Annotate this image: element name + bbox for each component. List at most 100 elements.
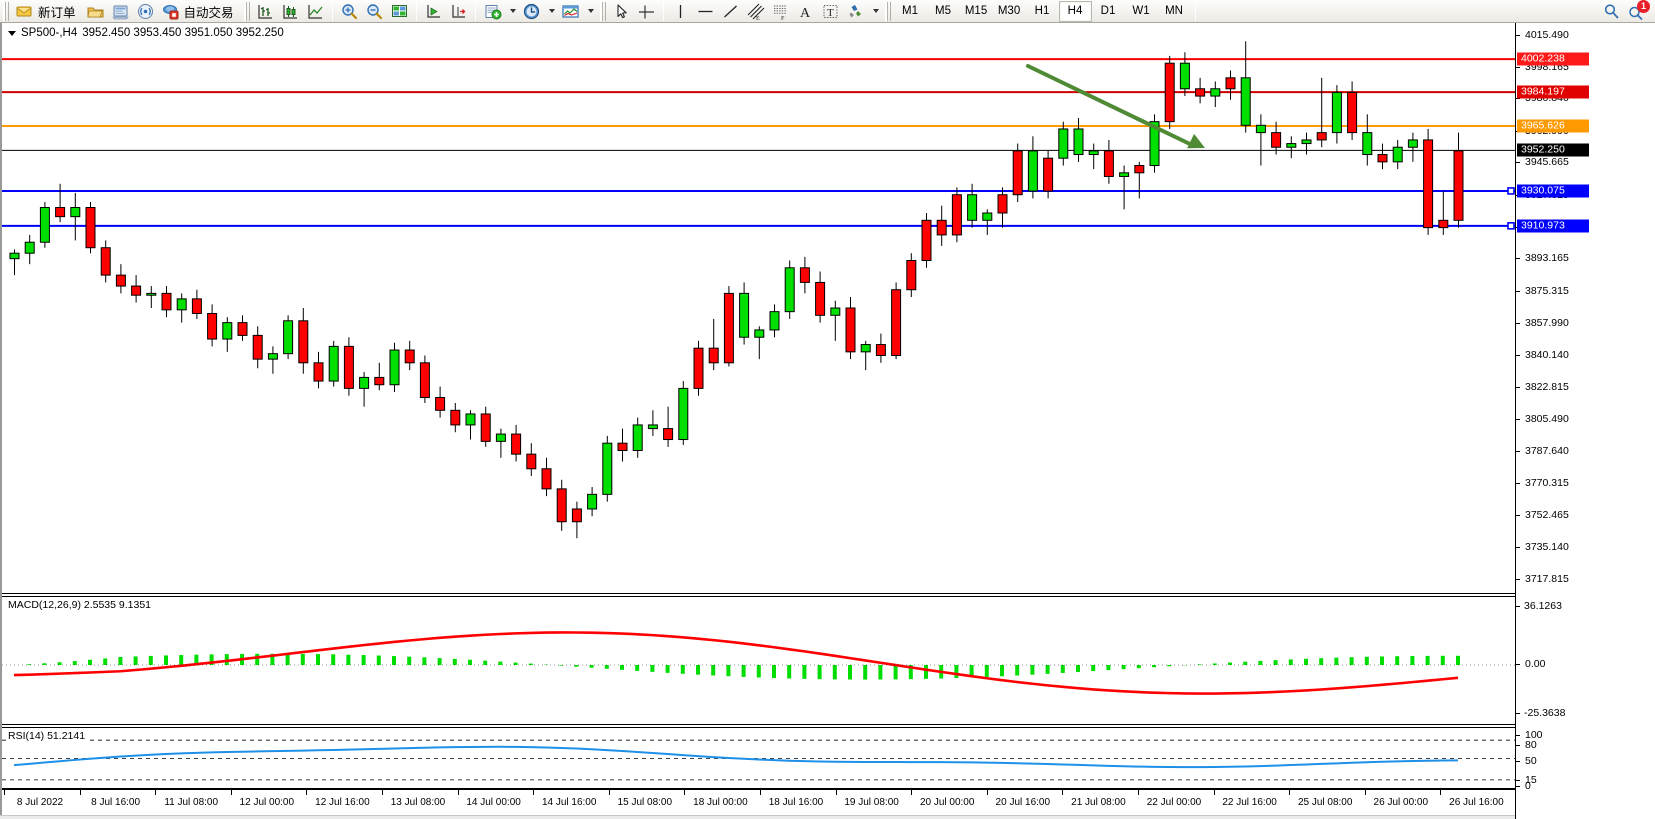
timeframe-m15[interactable]: M15 [964,5,988,17]
toolbar-grip[interactable] [3,1,9,21]
templates-dropdown[interactable] [583,1,597,22]
line-chart-button[interactable] [303,1,328,22]
notification-badge: 1 [1637,0,1650,13]
price-level-label-current-bid[interactable]: 3952.250 [1517,143,1589,157]
add-indicator-dropdown[interactable] [505,1,519,22]
add-indicator-icon [483,2,502,21]
folder-button[interactable] [83,1,108,22]
rsi-pane[interactable]: RSI(14) 51.2141 [2,727,1517,789]
time-tick-label: 18 Jul 00:00 [693,797,748,808]
time-tick-label: 13 Jul 08:00 [390,797,446,808]
signal-button[interactable] [133,1,158,22]
signal-icon [136,2,155,21]
text-button[interactable]: A [793,1,818,22]
objects-button[interactable] [843,1,868,22]
equidistant-channel-icon: E [746,2,765,21]
time-tick-mark [533,790,535,795]
time-tick-mark [1289,790,1291,795]
new-order-button[interactable]: 新订单 [12,1,83,22]
chart-menu-caret-icon[interactable] [8,30,16,36]
time-tick-mark [1440,790,1442,795]
time-tick-mark [155,790,157,795]
equidistant-channel-button[interactable]: E [743,1,768,22]
scroll-end-button[interactable] [421,1,446,22]
crosshair-icon [637,2,656,21]
time-tick-label: 19 Jul 08:00 [844,797,899,808]
search-button[interactable] [1599,1,1624,22]
tile-windows-icon [390,2,409,21]
chart-shift-button[interactable] [446,1,471,22]
vertical-line-button[interactable] [668,1,693,22]
macd-pane[interactable]: MACD(12,26,9) 2.5535 9.1351 [2,596,1517,725]
chart-window: SP500-,H4 3952.450 3953.450 3951.050 395… [0,23,1655,819]
price-level-label-support-2[interactable]: 3910.973 [1517,219,1589,233]
price-tick: 3752.465 [1516,509,1569,521]
fibonacci-button[interactable]: F [768,1,793,22]
cursor-button[interactable] [609,1,634,22]
price-level-label-resistance-1[interactable]: 4002.238 [1517,52,1589,66]
timeframe-w1[interactable]: W1 [1132,5,1150,17]
period-dropdown[interactable] [544,1,558,22]
trendline-button[interactable] [718,1,743,22]
terminal-button[interactable] [108,1,133,22]
price-pane[interactable] [2,23,1517,594]
timeframe-h4[interactable]: H4 [1058,0,1092,22]
toolbar-grip-4[interactable] [884,1,891,21]
time-tick-label: 25 Jul 08:00 [1297,797,1353,808]
timeframe-m1[interactable]: M1 [902,5,919,17]
time-tick-label: 20 Jul 00:00 [919,797,975,808]
notification-button[interactable]: 1 [1624,0,1650,22]
timeframe-h1[interactable]: H1 [1034,5,1050,17]
time-tick-mark [911,790,913,795]
time-tick-mark [79,790,81,795]
zoom-in-button[interactable] [337,1,362,22]
toolbar-separator-2 [415,1,417,21]
add-indicator-button[interactable] [480,1,505,22]
time-tick-mark [382,790,383,795]
price-scale[interactable]: 4015.4903998.1653980.8403962.9903945.665… [1515,23,1655,819]
autotrading-button[interactable]: 自动交易 [158,1,241,22]
toolbar-separator-3 [474,1,476,21]
crosshair-button[interactable] [634,1,659,22]
time-tick-label: 8 Jul 16:00 [91,797,141,808]
toolbar-grip-2[interactable] [243,1,250,21]
timeframe-d1[interactable]: D1 [1100,5,1116,17]
text-icon: A [796,2,815,21]
text-label-button[interactable]: T [818,1,843,22]
price-tick: 3735.140 [1516,541,1569,553]
time-tick-label: 11 Jul 08:00 [164,797,219,808]
zoom-out-button[interactable] [362,1,387,22]
price-tick: 4015.490 [1516,29,1569,41]
cursor-icon [612,2,631,21]
bar-chart-button[interactable] [253,1,278,22]
price-tick: 3805.490 [1516,413,1569,425]
price-level-label-resistance-2[interactable]: 3984.197 [1517,85,1589,99]
toolbar-grip-3[interactable] [599,1,606,21]
autotrading-icon [161,2,180,21]
price-level-label-pivot[interactable]: 3965.626 [1517,119,1589,133]
time-tick-label: 15 Jul 08:00 [617,797,673,808]
period-button[interactable] [519,1,544,22]
timeframe-m5[interactable]: M5 [935,5,952,17]
time-tick-label: 8 Jul 2022 [16,797,64,808]
chart-symbol-label: SP500-,H4 [21,27,78,39]
text-label-icon: T [821,2,840,21]
candlestick-chart-button[interactable] [278,1,303,22]
timeframe-mn[interactable]: MN [1165,5,1183,17]
templates-button[interactable] [558,1,583,22]
folder-icon [86,2,105,21]
horizontal-line-button[interactable] [693,1,718,22]
objects-dropdown[interactable] [868,1,882,22]
time-tick-mark [457,790,459,795]
time-tick-mark [306,790,308,795]
trendline-icon [721,2,740,21]
time-scale[interactable]: 8 Jul 2022 8 Jul 16:00 11 Jul 08:00 12 Jul … [2,789,1517,819]
timeframe-m30[interactable]: M30 [997,5,1021,17]
tile-windows-button[interactable] [387,1,412,22]
price-level-label-support-1[interactable]: 3930.075 [1517,184,1589,198]
status-bar [0,815,1655,819]
time-tick-label: 14 Jul 16:00 [541,797,597,808]
time-tick-label: 18 Jul 16:00 [768,797,824,808]
price-chart-canvas[interactable] [2,23,1516,593]
chart-ohlc-label: 3952.450 3953.450 3951.050 3952.250 [82,27,284,39]
